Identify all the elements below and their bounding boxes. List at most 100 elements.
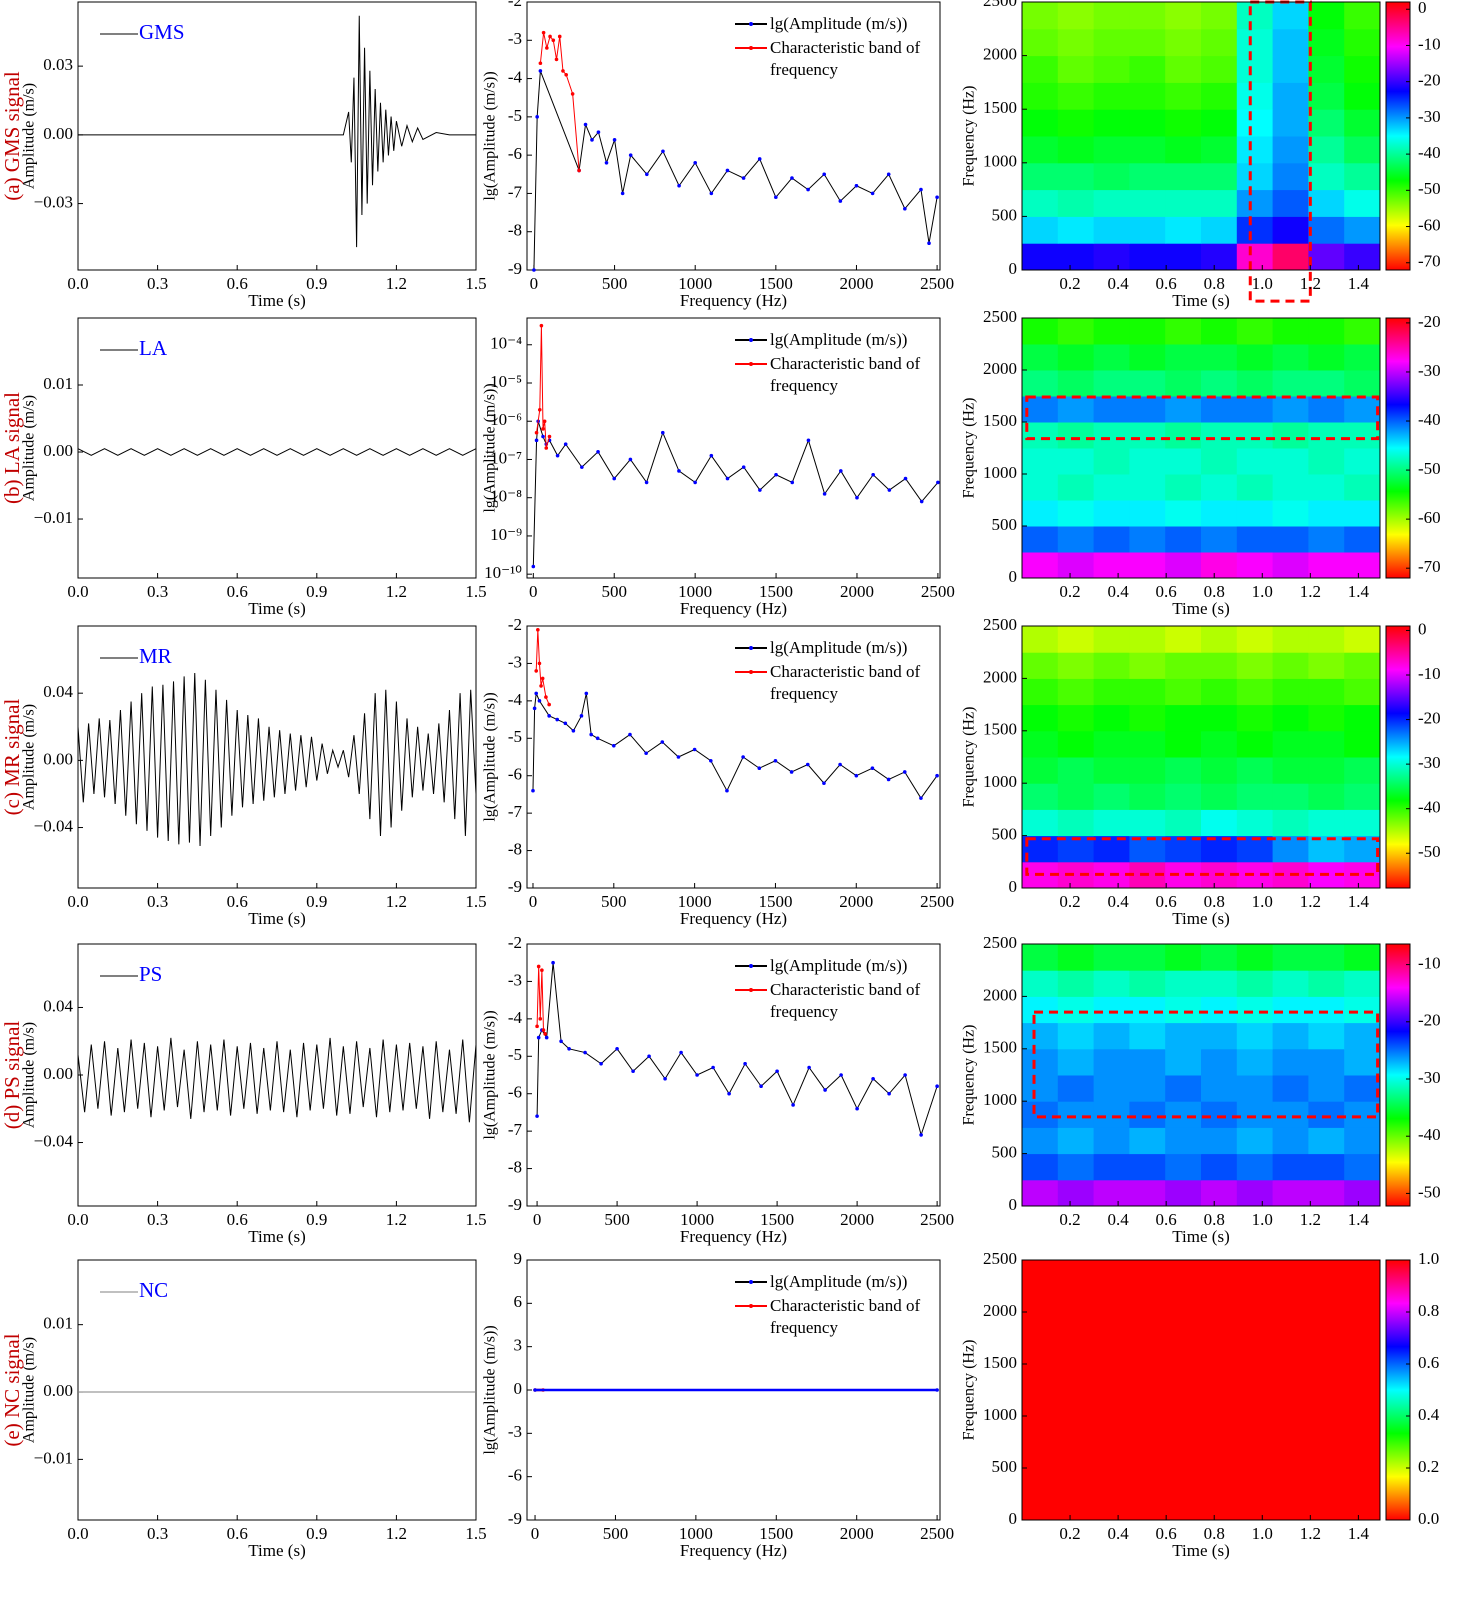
heatmap-cell <box>1022 2 1059 30</box>
y-tick-label: 1000 <box>983 463 1017 482</box>
x-tick-label: 0.3 <box>147 1210 168 1229</box>
heatmap-cell <box>1236 730 1274 758</box>
y-tick-label: 0.03 <box>43 55 73 74</box>
x-tick-label: 2000 <box>839 274 873 293</box>
axes-frame <box>77 625 477 889</box>
heatmap-cell <box>1308 216 1345 244</box>
axes-frame <box>77 943 477 1207</box>
heatmap-cell <box>1201 82 1238 110</box>
legend-box: lg(Amplitude (m/s)) <box>770 1272 907 1291</box>
x-tick-label: 0.4 <box>1107 1210 1129 1229</box>
heatmap-cell <box>1344 1022 1381 1050</box>
x-axis-label: Time (s) <box>248 599 305 618</box>
colorbar-tick-label: -50 <box>1418 842 1441 861</box>
x-tick-label: 0.2 <box>1059 1524 1080 1543</box>
heatmap-cell <box>1344 809 1381 837</box>
y-tick-label: 10⁻⁹ <box>490 525 522 544</box>
heatmap-cell <box>1022 500 1059 527</box>
heatmap-cell <box>1201 526 1238 553</box>
colorbar-tick-label: 0.2 <box>1418 1457 1439 1476</box>
x-tick-label: 1.5 <box>465 582 486 601</box>
heatmap-cell <box>1057 55 1095 83</box>
y-tick-label: 2000 <box>983 667 1017 686</box>
heatmap-cell <box>1093 2 1130 30</box>
y-tick-label: -2 <box>508 615 522 634</box>
heatmap-cell <box>1344 2 1381 30</box>
heatmap-cell <box>1272 944 1309 971</box>
heatmap-cell <box>1201 55 1238 83</box>
x-tick-label: 2000 <box>840 1210 874 1229</box>
heatmap-cell <box>1344 944 1381 971</box>
y-tick-label: -8 <box>508 221 522 240</box>
y-tick-label: 0 <box>1009 1195 1018 1214</box>
heatmap-cell <box>1308 189 1345 217</box>
heatmap-cell <box>1057 996 1095 1024</box>
heatmap-cell <box>1236 109 1274 137</box>
axes-frame <box>1021 625 1381 889</box>
heatmap-cell <box>1057 243 1095 271</box>
heatmap-cell <box>1272 552 1309 579</box>
y-tick-label: -5 <box>508 1045 522 1064</box>
heatmap-cell <box>1165 344 1202 371</box>
heatmap-cell <box>1272 730 1309 758</box>
heatmap-cell <box>1201 1022 1238 1050</box>
series-line <box>538 30 581 173</box>
heatmap-cell <box>1308 1075 1345 1102</box>
y-tick-label: 0.00 <box>43 1064 73 1083</box>
heatmap-cell <box>1022 28 1059 57</box>
heatmap-cell <box>1022 448 1059 475</box>
heatmap-cell <box>1022 243 1059 271</box>
heatmap-cell <box>1093 526 1130 553</box>
heatmap-cell <box>1093 28 1130 57</box>
heatmap-cell <box>1093 757 1130 784</box>
heatmap-cell <box>1236 944 1274 971</box>
y-tick-label: 0.00 <box>43 749 73 768</box>
y-axis-label: lg(Amplitude (m/s)) <box>482 71 499 200</box>
heatmap-cell <box>1344 652 1381 679</box>
x-axis-label: Frequency (Hz) <box>680 291 787 310</box>
heatmap-cell <box>1057 136 1095 164</box>
heatmap-cell <box>1201 1179 1238 1207</box>
y-tick-label: −0.01 <box>34 508 73 527</box>
y-tick-label: −0.01 <box>34 1448 73 1467</box>
heatmap-cell <box>1093 344 1130 371</box>
x-tick-label: 2500 <box>920 892 954 911</box>
axes-frame <box>1021 317 1381 579</box>
heatmap-cell <box>1093 1127 1130 1155</box>
legend-marker <box>749 362 753 366</box>
series-line <box>534 627 551 707</box>
heatmap-cell <box>1057 704 1095 732</box>
heatmap-cell <box>1057 109 1095 137</box>
heatmap-cell <box>1093 243 1130 271</box>
heatmap-cell <box>1165 996 1202 1024</box>
heatmap-cell <box>1022 652 1059 679</box>
x-tick-label: 1000 <box>678 892 712 911</box>
heatmap-cell <box>1236 136 1274 164</box>
x-axis-label: Time (s) <box>1172 1541 1229 1560</box>
heatmap-cell <box>1272 422 1309 449</box>
y-tick-label: 0.04 <box>43 682 73 701</box>
legend-marker <box>749 646 753 650</box>
heatmap-cell <box>1201 970 1238 997</box>
heatmap-cell <box>1344 28 1381 57</box>
x-tick-label: 0.2 <box>1059 582 1080 601</box>
x-tick-label: 0.8 <box>1204 1210 1225 1229</box>
heatmap-cell <box>1236 1048 1274 1076</box>
heatmap-cell <box>1344 344 1381 371</box>
heatmap-cell <box>1165 1153 1202 1181</box>
heatmap-cell <box>1165 626 1202 653</box>
heatmap-cell <box>1129 678 1166 706</box>
x-tick-label: 0.3 <box>147 582 168 601</box>
heatmap-cell <box>1308 704 1345 732</box>
x-tick-label: 1000 <box>678 582 712 601</box>
heatmap-cell <box>1129 1127 1166 1155</box>
heatmap-cell <box>1093 1179 1130 1207</box>
heatmap-cell <box>1344 243 1381 271</box>
y-axis-label: Frequency (Hz) <box>961 1340 978 1441</box>
heatmap-cell <box>1344 318 1381 345</box>
heatmap-cell <box>1057 757 1095 784</box>
heatmap-cell <box>1093 216 1130 244</box>
y-tick-label: 0 <box>1009 259 1018 278</box>
x-tick-label: 0.8 <box>1204 274 1225 293</box>
legend-box: lg(Amplitude (m/s)) <box>770 638 907 657</box>
